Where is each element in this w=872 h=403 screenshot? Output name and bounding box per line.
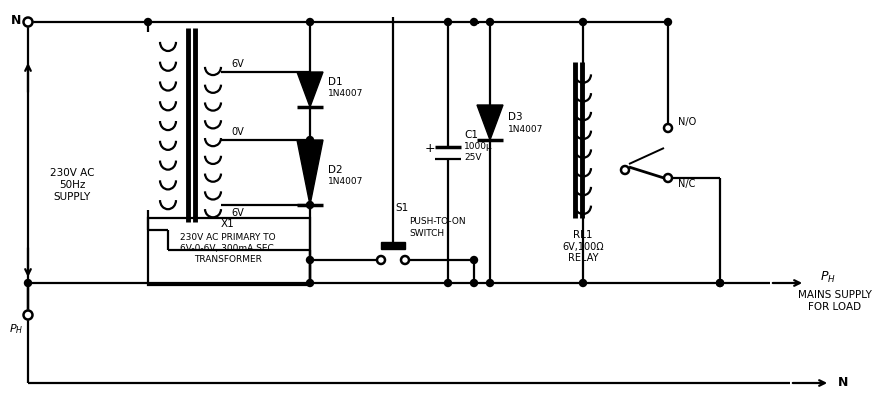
Text: 1N4007: 1N4007 xyxy=(508,125,543,133)
Text: 0V: 0V xyxy=(231,127,244,137)
Text: +: + xyxy=(425,142,435,155)
Circle shape xyxy=(401,256,409,264)
Circle shape xyxy=(445,19,452,25)
Text: $P_H$: $P_H$ xyxy=(9,322,24,336)
Bar xyxy=(148,218,310,285)
Text: 6V: 6V xyxy=(231,208,244,218)
Circle shape xyxy=(377,256,385,264)
Text: X1: X1 xyxy=(221,219,235,229)
Text: D1: D1 xyxy=(328,77,343,87)
Circle shape xyxy=(306,137,314,143)
Text: PUSH-TO-ON: PUSH-TO-ON xyxy=(409,218,466,226)
Circle shape xyxy=(306,256,314,264)
Text: N/C: N/C xyxy=(678,179,695,189)
Polygon shape xyxy=(297,72,323,107)
Text: MAINS SUPPLY
FOR LOAD: MAINS SUPPLY FOR LOAD xyxy=(798,290,872,312)
Text: N: N xyxy=(10,15,21,27)
Circle shape xyxy=(664,19,671,25)
Text: N/O: N/O xyxy=(678,117,696,127)
Polygon shape xyxy=(297,140,323,205)
Circle shape xyxy=(306,280,314,287)
Circle shape xyxy=(580,280,587,287)
Circle shape xyxy=(621,166,629,174)
Circle shape xyxy=(24,17,32,27)
Text: 6V: 6V xyxy=(231,59,244,69)
Circle shape xyxy=(487,19,494,25)
Circle shape xyxy=(24,280,31,287)
Text: 6V-0-6V, 300mA SEC.: 6V-0-6V, 300mA SEC. xyxy=(180,245,276,253)
Circle shape xyxy=(471,19,478,25)
Text: 1N4007: 1N4007 xyxy=(328,89,364,98)
Text: D3: D3 xyxy=(508,112,522,122)
Circle shape xyxy=(717,280,724,287)
Circle shape xyxy=(487,280,494,287)
Circle shape xyxy=(471,280,478,287)
Text: 1000µ: 1000µ xyxy=(464,142,493,151)
Circle shape xyxy=(471,256,478,264)
Circle shape xyxy=(145,19,152,25)
Text: 1N4007: 1N4007 xyxy=(328,177,364,187)
Text: TRANSFORMER: TRANSFORMER xyxy=(194,256,262,264)
Text: N: N xyxy=(838,376,848,390)
Text: 6V,100Ω: 6V,100Ω xyxy=(562,242,603,252)
Text: RELAY: RELAY xyxy=(568,253,598,263)
Text: SWITCH: SWITCH xyxy=(409,229,444,237)
Circle shape xyxy=(664,124,672,132)
Text: S1: S1 xyxy=(395,203,408,213)
Circle shape xyxy=(717,280,724,287)
Text: 230V AC
50Hz
SUPPLY: 230V AC 50Hz SUPPLY xyxy=(50,168,94,202)
Circle shape xyxy=(306,202,314,208)
Circle shape xyxy=(580,19,587,25)
Circle shape xyxy=(306,19,314,25)
Circle shape xyxy=(664,174,672,182)
Text: C1: C1 xyxy=(464,129,478,139)
Text: D2: D2 xyxy=(328,165,343,175)
Circle shape xyxy=(445,280,452,287)
Text: 230V AC PRIMARY TO: 230V AC PRIMARY TO xyxy=(181,233,276,243)
Bar xyxy=(381,242,405,249)
Text: 25V: 25V xyxy=(464,153,481,162)
Circle shape xyxy=(24,310,32,320)
Polygon shape xyxy=(477,105,503,140)
Text: RL1: RL1 xyxy=(573,230,593,240)
Text: $P_H$: $P_H$ xyxy=(820,270,836,285)
